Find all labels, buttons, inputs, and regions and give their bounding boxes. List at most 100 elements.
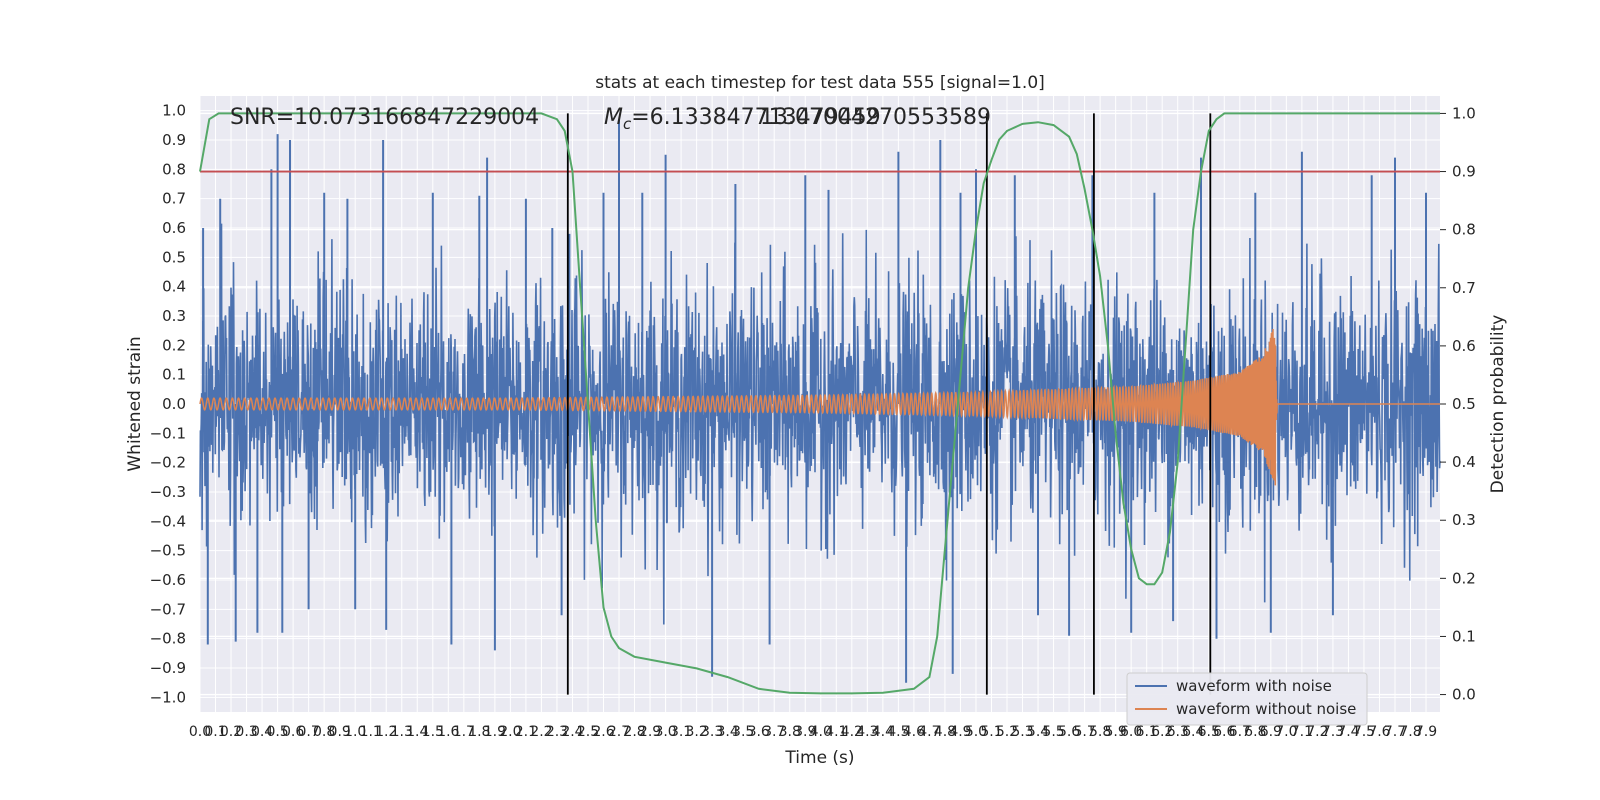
x-tick-label: 6.6 — [1213, 724, 1235, 740]
x-tick-label: 4.1 — [825, 724, 847, 740]
x-tick-label: 5.8 — [1089, 724, 1111, 740]
right-y-tick-label: 0.4 — [1452, 453, 1476, 471]
left-y-tick-label: −0.3 — [150, 483, 186, 501]
x-tick-label: 1.9 — [484, 724, 506, 740]
x-tick-label: 2.8 — [623, 724, 645, 740]
left-y-tick-label: −0.7 — [150, 600, 186, 618]
x-tick-label: 5.0 — [965, 724, 987, 740]
x-tick-label: 0.5 — [266, 724, 288, 740]
x-tick-label: 3.8 — [779, 724, 801, 740]
left-y-tick-label: −0.9 — [150, 659, 186, 677]
x-tick-label: 1.3 — [391, 724, 413, 740]
left-y-tick-labels: −1.0 −0.9 −0.8 −0.7 −0.6 −0.5 −0.4 −0.3 −0.2 −0.1… — [150, 102, 186, 707]
overlap-annotation: 13.07004270553589 — [760, 105, 991, 130]
x-tick-label: 2.5 — [577, 724, 599, 740]
detection-probability-line — [199, 112, 1440, 695]
x-tick-label: 7.8 — [1399, 724, 1421, 740]
x-tick-label: 3.2 — [685, 724, 707, 740]
left-y-tick-label: 0.6 — [162, 219, 186, 237]
right-y-tick-label: 0.0 — [1452, 686, 1476, 704]
legend-box — [1126, 672, 1368, 726]
x-tick-label: 4.7 — [918, 724, 940, 740]
x-tick-label: 1.5 — [422, 724, 444, 740]
x-tick-label: 2.6 — [592, 724, 614, 740]
x-tick-label: 0.3 — [235, 724, 257, 740]
x-tick-label: 0.1 — [204, 724, 226, 740]
x-tick-label: 5.4 — [1027, 724, 1049, 740]
x-tick-label: 3.0 — [654, 724, 676, 740]
x-tick-label: 6.2 — [1151, 724, 1173, 740]
legend: waveform with noise waveform without noi… — [1126, 672, 1368, 726]
x-tick-label: 5.2 — [996, 724, 1018, 740]
x-tick-label: 4.0 — [810, 724, 832, 740]
x-tick-label: 7.6 — [1368, 724, 1390, 740]
series-detection-probability — [199, 112, 1440, 695]
left-y-tick-label: 0.4 — [162, 278, 186, 296]
right-y-tick-label: 0.5 — [1452, 395, 1476, 413]
x-tick-label: 5.5 — [1042, 724, 1064, 740]
chirp-mass-symbol: M — [604, 105, 623, 130]
x-tick-label: 2.7 — [608, 724, 630, 740]
noise-peaks — [202, 119, 1427, 683]
right-y-tick-label: 0.9 — [1452, 163, 1476, 181]
x-tick-label: 3.6 — [748, 724, 770, 740]
right-y-tick-label: 0.7 — [1452, 279, 1476, 297]
x-tick-label: 7.2 — [1306, 724, 1328, 740]
legend-label-clean: waveform without noise — [1176, 700, 1356, 718]
x-tick-label: 6.1 — [1136, 724, 1158, 740]
x-tick-label: 2.4 — [561, 724, 583, 740]
x-tick-label: 1.8 — [468, 724, 490, 740]
x-tick-label: 4.6 — [903, 724, 925, 740]
left-y-tick-label: −0.1 — [150, 424, 186, 442]
x-tick-label: 0.0 — [189, 724, 211, 740]
right-y-tick-label: 0.3 — [1452, 511, 1476, 529]
x-tick-label: 6.7 — [1229, 724, 1251, 740]
left-y-tick-label: −0.6 — [150, 571, 186, 589]
left-y-tick-label: −1.0 — [150, 688, 186, 706]
x-tick-label: 1.4 — [406, 724, 428, 740]
left-y-tick-label: −0.5 — [150, 542, 186, 560]
x-tick-label: 7.1 — [1291, 724, 1313, 740]
x-tick-label: 0.7 — [298, 724, 320, 740]
x-tick-label: 0.2 — [220, 724, 242, 740]
chart-title: stats at each timestep for test data 555… — [595, 73, 1045, 93]
left-y-tick-label: 0.1 — [162, 366, 186, 384]
x-tick-label: 7.7 — [1384, 724, 1406, 740]
left-y-tick-label: 1.0 — [162, 102, 186, 120]
x-tick-label: 7.9 — [1415, 724, 1437, 740]
right-y-tick-label: 0.1 — [1452, 627, 1476, 645]
x-tick-label: 5.7 — [1073, 724, 1095, 740]
x-tick-label: 3.3 — [701, 724, 723, 740]
x-tick-label: 1.0 — [344, 724, 366, 740]
x-tick-label: 6.9 — [1260, 724, 1282, 740]
x-tick-label: 5.1 — [980, 724, 1002, 740]
x-tick-label: 6.3 — [1167, 724, 1189, 740]
left-y-tick-label: 0.0 — [162, 395, 186, 413]
right-y-tick-label: 1.0 — [1452, 104, 1476, 122]
left-y-tick-label: −0.2 — [150, 454, 186, 472]
x-tick-label: 0.9 — [329, 724, 351, 740]
x-tick-label: 1.7 — [453, 724, 475, 740]
x-tick-label: 4.5 — [887, 724, 909, 740]
left-y-tick-label: 0.5 — [162, 248, 186, 266]
x-tick-label: 6.0 — [1120, 724, 1142, 740]
x-tick-labels: 0.00.10.20.30.40.50.60.70.80.91.01.11.21… — [189, 724, 1437, 740]
right-y-tick-label: 0.8 — [1452, 221, 1476, 239]
left-y-tick-label: 0.9 — [162, 131, 186, 149]
x-tick-label: 1.2 — [375, 724, 397, 740]
x-tick-label: 4.3 — [856, 724, 878, 740]
left-y-tick-label: −0.4 — [150, 512, 186, 530]
x-tick-label: 2.1 — [515, 724, 537, 740]
legend-label-noise: waveform with noise — [1176, 677, 1332, 695]
x-tick-label: 4.2 — [841, 724, 863, 740]
x-tick-label: 3.9 — [794, 724, 816, 740]
left-y-tick-label: 0.2 — [162, 336, 186, 354]
x-tick-label: 7.3 — [1322, 724, 1344, 740]
x-tick-label: 2.3 — [546, 724, 568, 740]
x-tick-label: 5.9 — [1105, 724, 1127, 740]
left-y-axis-label: Whitened strain — [125, 336, 145, 471]
x-tick-label: 1.6 — [437, 724, 459, 740]
x-tick-label: 7.5 — [1353, 724, 1375, 740]
x-tick-label: 3.5 — [732, 724, 754, 740]
